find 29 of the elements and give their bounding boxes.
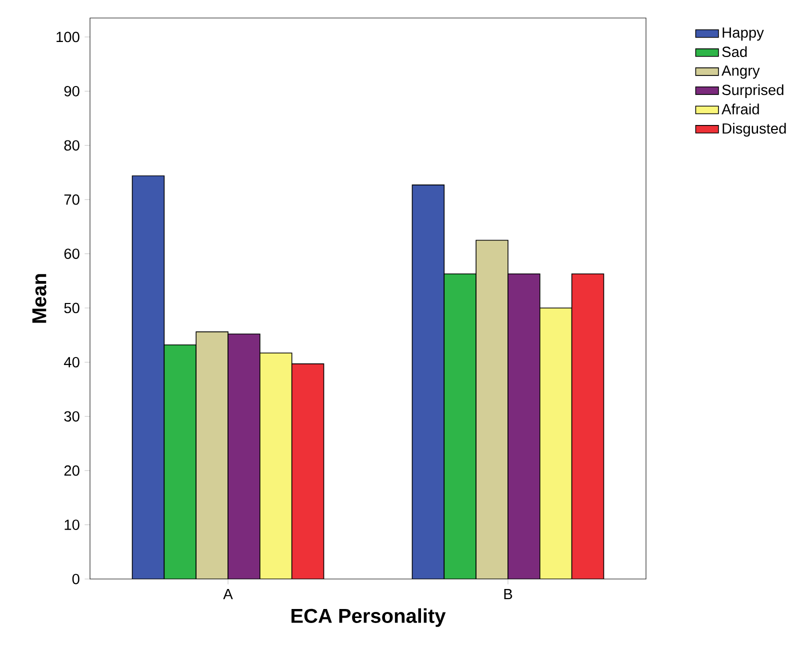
legend-label: Disgusted (722, 122, 786, 137)
y-tick-label: 10 (64, 520, 80, 530)
y-tick-label: 20 (64, 465, 80, 476)
y-tick-label: 0 (72, 574, 80, 584)
x-tick-label: B (504, 589, 512, 600)
y-tick-label: 50 (64, 302, 80, 314)
bar (571, 273, 604, 579)
legend-label: Surprised (722, 84, 784, 98)
y-tick-label: 90 (64, 86, 80, 96)
legend-label: Angry (722, 66, 760, 79)
x-tick-label: A (223, 589, 233, 600)
bar (412, 184, 445, 579)
bar (291, 363, 324, 579)
bar (132, 175, 165, 579)
y-tick-label: 30 (64, 411, 80, 422)
x-axis-title: ECA Personality (292, 608, 446, 627)
bar (164, 344, 197, 579)
y-tick-label: 60 (64, 248, 80, 259)
legend-label: Afraid (722, 104, 759, 114)
bar (444, 273, 476, 579)
y-tick-label: 40 (64, 357, 80, 368)
y-axis-title: Mean (32, 274, 46, 323)
bar (539, 308, 572, 579)
y-tick-label: 80 (64, 140, 80, 151)
y-tick-label: 70 (64, 194, 80, 205)
bar (260, 352, 292, 579)
y-tick-label: 100 (56, 32, 80, 42)
legend-label: Sad (722, 46, 747, 58)
legend-label: Happy (722, 28, 764, 41)
